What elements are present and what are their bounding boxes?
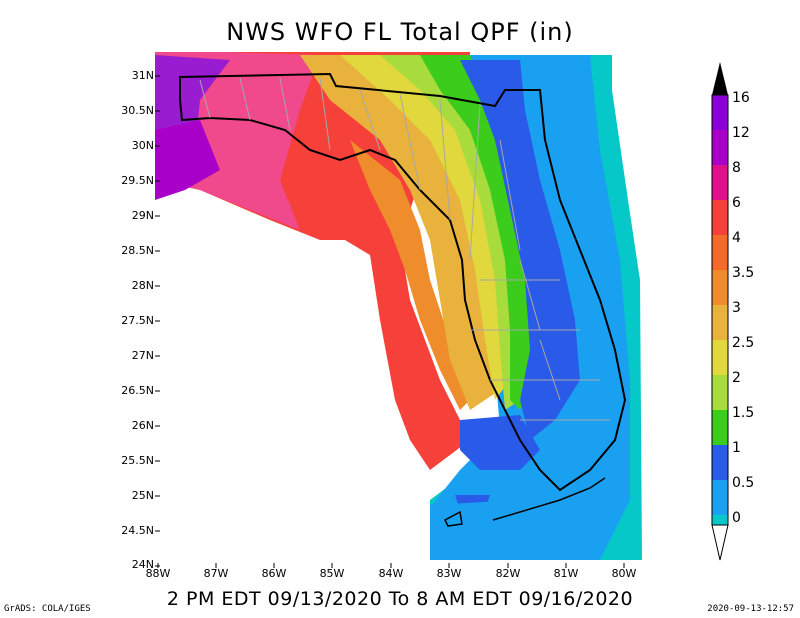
lat-ticks — [155, 75, 160, 567]
lat-label: 31N — [131, 69, 154, 82]
colorbar-label: 0 — [732, 510, 741, 526]
lat-label: 26.5N — [121, 384, 154, 397]
colorbar-label: 12 — [732, 125, 750, 141]
precip-field — [155, 50, 642, 560]
lat-label: 28N — [131, 279, 154, 292]
software-credit: GrADS: COLA/IGES — [4, 604, 91, 614]
lat-label: 26N — [131, 419, 154, 432]
lat-label: 27.5N — [121, 314, 154, 327]
colorbar-label: 6 — [732, 195, 741, 211]
colorbar-top-arrow — [712, 62, 728, 95]
county-lines — [199, 77, 610, 421]
lon-label: 80W — [611, 567, 637, 580]
lon-ticks — [157, 563, 625, 568]
colorbar-label: 4 — [732, 230, 741, 246]
colorbar-label: 3 — [732, 300, 741, 316]
florida-outline — [179, 72, 627, 527]
valid-period: 2 PM EDT 09/13/2020 To 8 AM EDT 09/16/20… — [166, 588, 634, 610]
lat-label: 29.5N — [121, 174, 154, 187]
lat-label: 25N — [131, 489, 154, 502]
lat-label: 29N — [131, 209, 154, 222]
lat-label: 30N — [131, 139, 154, 152]
colorbar-label: 8 — [732, 160, 741, 176]
lat-label: 25.5N — [121, 454, 154, 467]
lat-label: 24N — [131, 558, 154, 571]
lon-label: 86W — [261, 567, 287, 580]
colorbar-label: 2.5 — [732, 335, 755, 351]
lon-label: 82W — [495, 567, 521, 580]
colorbar-label: 0.5 — [732, 475, 755, 491]
lon-label: 87W — [203, 567, 229, 580]
lon-label: 81W — [553, 567, 579, 580]
map-title: NWS WFO FL Total QPF (in) — [226, 18, 574, 46]
lat-label: 27N — [131, 349, 154, 362]
lon-label: 88W — [145, 567, 171, 580]
colorbar-label: 1 — [732, 440, 741, 456]
lon-label: 84W — [378, 567, 404, 580]
colorbar-label: 3.5 — [732, 265, 755, 281]
colorbar-label: 1.5 — [732, 405, 755, 421]
lat-label: 28.5N — [121, 244, 154, 257]
lat-label: 24.5N — [121, 524, 154, 537]
lat-label: 30.5N — [121, 104, 154, 117]
lon-label: 83W — [436, 567, 462, 580]
colorbar — [711, 62, 729, 561]
colorbar-label: 16 — [732, 90, 750, 106]
lon-label: 85W — [319, 567, 345, 580]
colorbar-bottom-arrow — [711, 524, 729, 561]
colorbar-label: 2 — [732, 370, 741, 386]
timestamp: 2020-09-13-12:57 — [707, 604, 794, 614]
